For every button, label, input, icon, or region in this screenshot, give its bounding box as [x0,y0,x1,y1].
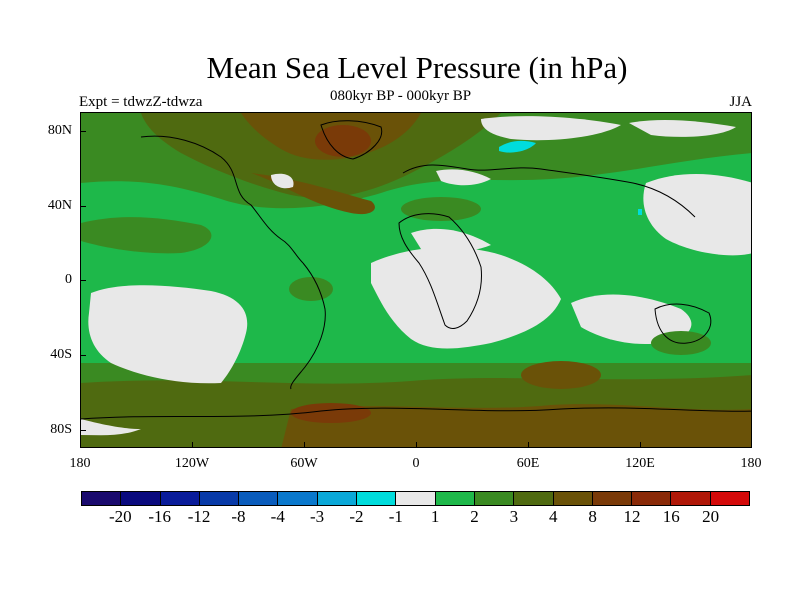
lat-label-80s: 80S [50,422,72,437]
lon-label-120w: 120W [174,456,210,471]
antarctic-brown [281,404,751,447]
colorbar-label: 1 [430,507,440,526]
colorbar-label: -2 [349,507,364,526]
coast-north-america [140,135,304,264]
colorbar-box-9 [435,492,475,505]
coastlines [81,120,751,420]
coast-australia [654,303,712,344]
south-pacific-grey [88,285,248,384]
coast-africa [398,213,482,329]
colorbar-label: -4 [270,507,285,526]
colorbar-box-0 [82,492,122,505]
colorbar-label: -12 [187,507,211,526]
colorbar-box-10 [474,492,515,505]
lon-tick-0 [416,442,417,448]
colorbar-label: 8 [588,507,597,526]
coast-greenland [320,120,383,160]
colorbar-label: 20 [702,507,720,526]
lon-label-60e: 60E [516,456,540,471]
europe-grey [436,169,491,186]
experiment-label: Expt = tdwzZ-tdwza [79,94,203,110]
coast-antarctica [81,407,751,420]
lon-label-180w: 180 [69,456,91,471]
colorbar-box-7 [357,492,397,505]
chart-title: Mean Sea Level Pressure (in hPa) [206,50,628,85]
lat-tick-40n [80,206,86,207]
lat-label-80n: 80N [47,123,72,138]
siberia-grey [481,116,621,141]
colorbar-box-16 [710,492,750,505]
southwest-grey [81,419,141,436]
north-pacific-grey [643,173,751,256]
colorbar-label: 3 [509,507,519,526]
south-atlantic-grey [371,247,561,349]
colorbar-box-11 [514,492,554,505]
chart-subtitle: 080kyr BP - 000kyr BP [330,88,472,104]
lon-tick-60e [528,442,529,448]
colorbar-box-8 [396,492,436,505]
colorbar-box-4 [239,492,279,505]
lat-tick-0 [80,280,86,281]
colorbar-label: -1 [388,507,403,526]
southern-brown-cell [521,361,601,389]
lon-label-60w: 60W [290,456,318,471]
southern-darkbrown-cell [291,403,371,423]
colorbar-label: -8 [231,507,246,526]
lon-tick-120w [192,442,193,448]
colorbar-label: 2 [470,507,479,526]
sahara-darkgreen [401,197,481,221]
lat-label-40s: 40S [50,347,72,362]
colorbar-box-3 [199,492,240,505]
coast-south-america [290,262,326,390]
small-grey-patch [271,173,294,189]
lon-tick-120e [640,442,641,448]
colorbar-box-6 [317,492,358,505]
lon-label-120e: 120E [625,456,655,471]
lon-tick-180w [80,442,81,448]
coast-eurasia [402,164,696,218]
greenland-darkbrown [315,125,371,157]
lat-label-40n: 40N [47,198,72,213]
colorbar-box-5 [278,492,318,505]
colorbar-label: 4 [548,507,558,526]
colorbar-box-15 [671,492,711,505]
south-america-darkgreen [289,277,333,301]
east-siberia-grey [629,120,736,137]
colorbar [81,491,750,506]
colorbar-box-14 [632,492,672,505]
map-plot-area [80,112,752,448]
season-label: JJA [729,94,752,110]
cyan-patch-small [638,209,642,215]
lon-label-180e: 180 [740,456,762,471]
lat-label-0: 0 [65,272,72,287]
africa-grey [411,228,491,253]
lon-tick-60w [304,442,305,448]
lat-tick-80s [80,430,86,431]
lon-tick-180e [751,442,752,448]
cyan-patch-siberia [499,140,536,153]
lon-label-0: 0 [412,456,420,471]
colorbar-box-13 [592,492,633,505]
lat-tick-80n [80,131,86,132]
colorbar-label: -16 [148,507,172,526]
colorbar-box-2 [160,492,200,505]
colorbar-label: -3 [310,507,325,526]
colorbar-label: 16 [662,507,680,526]
colorbar-label: 12 [623,507,641,526]
pacific-darkgreen [81,217,212,254]
colorbar-label: -20 [109,507,132,526]
colorbar-box-12 [553,492,593,505]
colorbar-box-1 [121,492,161,505]
pressure-anomaly-map [81,113,751,447]
lat-tick-40s [80,355,86,356]
